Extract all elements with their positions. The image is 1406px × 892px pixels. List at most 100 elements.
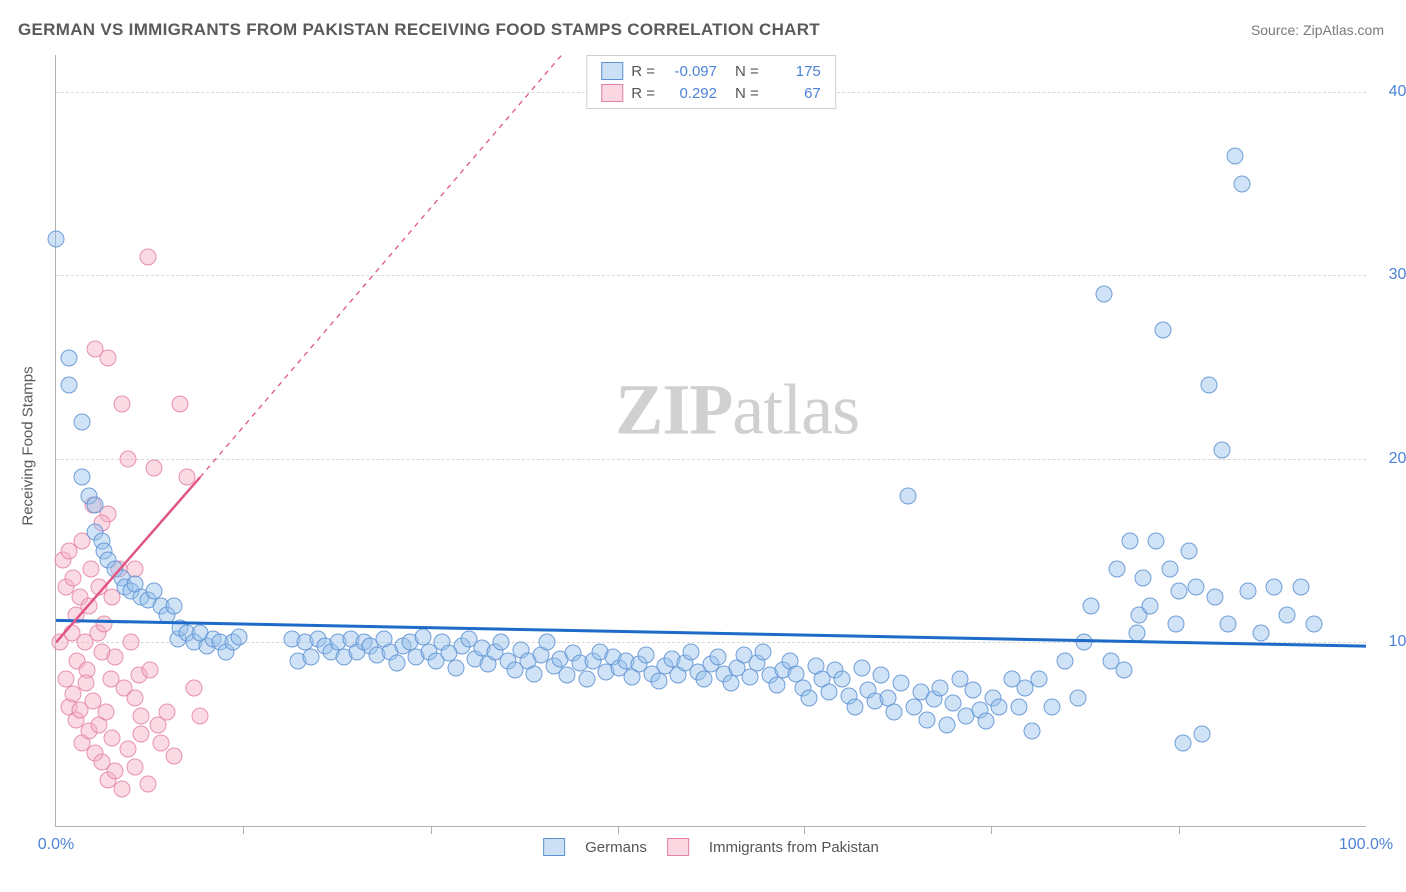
- data-point-blue: [991, 698, 1008, 715]
- data-point-blue: [231, 628, 248, 645]
- data-point-blue: [48, 230, 65, 247]
- data-point-blue: [886, 704, 903, 721]
- data-point-blue: [1233, 175, 1250, 192]
- data-point-blue: [74, 469, 91, 486]
- data-point-blue: [820, 683, 837, 700]
- data-point-blue: [1010, 698, 1027, 715]
- data-point-pink: [192, 707, 209, 724]
- data-point-blue: [932, 680, 949, 697]
- data-point-blue: [388, 654, 405, 671]
- r-label: R =: [631, 63, 655, 80]
- y-tick-label: 40.0%: [1389, 83, 1406, 101]
- swatch-blue: [543, 838, 565, 856]
- x-tick: [431, 826, 432, 834]
- data-point-blue: [1240, 583, 1257, 600]
- x-tick: [1179, 826, 1180, 834]
- gridline: [56, 642, 1366, 643]
- data-point-blue: [539, 634, 556, 651]
- n-value: 67: [767, 85, 821, 102]
- stats-row: R = 0.292 N = 67: [601, 82, 821, 104]
- n-label: N =: [735, 85, 759, 102]
- data-point-blue: [1213, 441, 1230, 458]
- data-point-blue: [1200, 377, 1217, 394]
- data-point-pink: [159, 704, 176, 721]
- data-point-blue: [61, 349, 78, 366]
- data-point-blue: [801, 689, 818, 706]
- data-point-blue: [742, 669, 759, 686]
- data-point-pink: [152, 735, 169, 752]
- data-point-blue: [768, 676, 785, 693]
- series-legend: Germans Immigrants from Pakistan: [543, 838, 879, 856]
- data-point-pink: [126, 689, 143, 706]
- x-tick: [991, 826, 992, 834]
- data-point-pink: [142, 661, 159, 678]
- data-point-pink: [106, 649, 123, 666]
- data-point-blue: [493, 634, 510, 651]
- x-tick: [618, 826, 619, 834]
- data-point-blue: [722, 674, 739, 691]
- data-point-blue: [1023, 722, 1040, 739]
- data-point-blue: [1096, 285, 1113, 302]
- data-point-blue: [1122, 533, 1139, 550]
- data-point-blue: [847, 698, 864, 715]
- gridline: [56, 275, 1366, 276]
- data-point-blue: [919, 711, 936, 728]
- chart-plot-area: ZIPatlas R = -0.097 N = 175 R = 0.292 N …: [55, 55, 1366, 827]
- data-point-pink: [120, 450, 137, 467]
- data-point-blue: [1194, 726, 1211, 743]
- data-point-pink: [172, 395, 189, 412]
- chart-title: GERMAN VS IMMIGRANTS FROM PAKISTAN RECEI…: [18, 20, 820, 40]
- data-point-blue: [1076, 634, 1093, 651]
- legend-label-blue: Germans: [585, 839, 647, 856]
- data-point-blue: [853, 660, 870, 677]
- data-point-pink: [122, 634, 139, 651]
- data-point-blue: [1030, 671, 1047, 688]
- data-point-blue: [1168, 616, 1185, 633]
- data-point-blue: [1227, 147, 1244, 164]
- data-point-blue: [165, 597, 182, 614]
- trend-line: [200, 55, 593, 477]
- data-point-pink: [104, 729, 121, 746]
- data-point-blue: [1174, 735, 1191, 752]
- data-point-blue: [1207, 588, 1224, 605]
- data-point-blue: [650, 672, 667, 689]
- data-point-pink: [139, 775, 156, 792]
- data-point-pink: [80, 597, 97, 614]
- data-point-blue: [1109, 561, 1126, 578]
- data-point-pink: [97, 704, 114, 721]
- x-tick-label: 0.0%: [38, 836, 74, 854]
- data-point-blue: [899, 487, 916, 504]
- data-point-blue: [1128, 625, 1145, 642]
- data-point-pink: [126, 759, 143, 776]
- y-tick-label: 10.0%: [1389, 633, 1406, 651]
- data-point-pink: [146, 460, 163, 477]
- data-point-blue: [755, 643, 772, 660]
- data-point-blue: [1170, 583, 1187, 600]
- data-point-blue: [873, 667, 890, 684]
- data-point-pink: [139, 248, 156, 265]
- y-tick-label: 20.0%: [1389, 450, 1406, 468]
- data-point-blue: [61, 377, 78, 394]
- data-point-blue: [696, 671, 713, 688]
- watermark-text-b: atlas: [732, 369, 859, 449]
- data-point-blue: [1253, 625, 1270, 642]
- swatch-pink: [601, 84, 623, 102]
- data-point-blue: [637, 647, 654, 664]
- data-point-blue: [938, 717, 955, 734]
- data-point-blue: [1279, 606, 1296, 623]
- data-point-blue: [1154, 322, 1171, 339]
- data-point-blue: [978, 713, 995, 730]
- x-tick: [243, 826, 244, 834]
- n-value: 175: [767, 63, 821, 80]
- source-label: Source: ZipAtlas.com: [1251, 22, 1384, 38]
- data-point-pink: [96, 616, 113, 633]
- data-point-blue: [892, 674, 909, 691]
- r-value: -0.097: [663, 63, 717, 80]
- data-point-blue: [1305, 616, 1322, 633]
- data-point-blue: [1043, 698, 1060, 715]
- data-point-pink: [100, 349, 117, 366]
- data-point-blue: [447, 660, 464, 677]
- data-point-pink: [179, 469, 196, 486]
- data-point-blue: [945, 695, 962, 712]
- data-point-blue: [1187, 579, 1204, 596]
